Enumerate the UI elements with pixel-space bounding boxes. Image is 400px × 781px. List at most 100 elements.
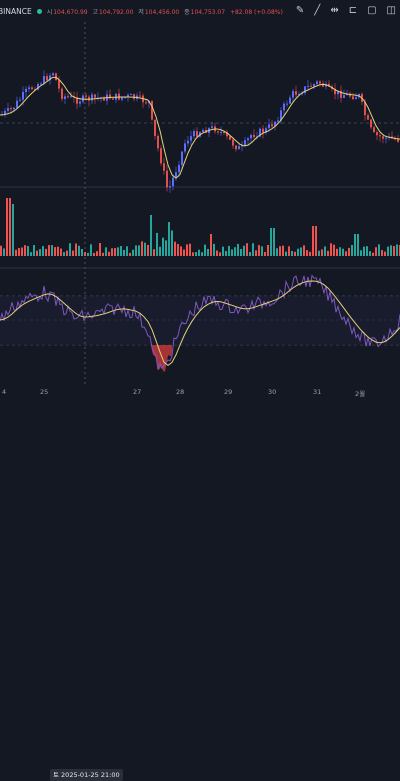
volume-bar xyxy=(198,249,200,256)
candle-body xyxy=(367,115,369,120)
volume-bar xyxy=(114,248,116,256)
volume-bar xyxy=(342,248,344,256)
candle-body xyxy=(181,151,183,165)
candle-body xyxy=(151,100,153,120)
volume-bar xyxy=(21,247,23,256)
oscillator-oversold-fill xyxy=(146,345,172,372)
volume-bar xyxy=(297,248,299,256)
volume-bar xyxy=(183,249,185,256)
candle-body xyxy=(91,94,93,101)
volume-bar xyxy=(135,245,137,256)
volume-bar xyxy=(0,245,2,256)
candle-body xyxy=(58,80,60,89)
volume-bar xyxy=(63,252,65,256)
volume-bar xyxy=(258,245,260,256)
volume-bar xyxy=(39,249,41,256)
candle-body xyxy=(322,83,324,87)
volume-bar xyxy=(108,251,110,256)
candle-body xyxy=(172,177,174,187)
volume-bar xyxy=(291,250,293,256)
zoom-icon[interactable]: ▢ xyxy=(367,5,377,16)
candle-body xyxy=(67,96,69,98)
candle-body xyxy=(202,129,204,133)
candle-body xyxy=(28,87,30,89)
candle-body xyxy=(376,132,378,136)
candle-body xyxy=(274,121,276,127)
volume-bar xyxy=(84,252,86,256)
candle-body xyxy=(55,73,57,81)
volume-bar xyxy=(288,246,290,256)
candle-body xyxy=(292,91,294,98)
volume-bar xyxy=(72,250,74,256)
candle-body xyxy=(328,83,330,87)
candle-body xyxy=(190,136,192,141)
candle-body xyxy=(343,95,345,98)
candle-body xyxy=(154,119,156,136)
candle-body xyxy=(193,131,195,137)
more-icon[interactable]: ◫ xyxy=(386,5,396,16)
candle-body xyxy=(166,170,168,188)
volume-bar xyxy=(324,246,326,256)
draw-icon[interactable]: ✎ xyxy=(295,5,305,16)
candle-body xyxy=(112,98,114,100)
price-chart[interactable] xyxy=(0,0,400,384)
volume-bar xyxy=(303,245,305,256)
volume-bar xyxy=(90,244,92,256)
candle-body xyxy=(283,103,285,111)
volume-bar xyxy=(57,246,59,256)
volume-bar xyxy=(93,252,95,256)
candle-body xyxy=(271,124,273,127)
candle-body xyxy=(133,94,135,99)
volume-bar xyxy=(96,251,98,256)
volume-bar xyxy=(219,252,221,256)
candle-body xyxy=(196,131,198,137)
volume-bar xyxy=(336,248,338,256)
volume-bar xyxy=(207,248,209,256)
candle-body xyxy=(43,76,45,84)
volume-bar xyxy=(27,245,29,256)
volume-bar xyxy=(285,251,287,256)
volume-bar xyxy=(369,251,371,256)
volume-bar xyxy=(177,244,179,256)
volume-bar xyxy=(129,252,131,256)
candle-body xyxy=(364,101,366,116)
volume-bar xyxy=(333,244,335,256)
horizontal-line-icon[interactable]: ⇹ xyxy=(330,5,339,16)
volume-bar xyxy=(6,198,8,256)
candle-body xyxy=(334,88,336,95)
volume-bar xyxy=(51,245,53,256)
candle-body xyxy=(307,85,309,87)
candle-body xyxy=(247,138,249,141)
volume-bar xyxy=(54,247,56,256)
volume-bar xyxy=(252,243,254,256)
volume-bar xyxy=(357,234,359,256)
candle-body xyxy=(157,135,159,149)
measure-icon[interactable]: ⊏ xyxy=(348,5,358,16)
volume-bar xyxy=(321,249,323,256)
candle-body xyxy=(211,126,213,129)
volume-bar xyxy=(270,228,272,256)
volume-bar xyxy=(117,247,119,256)
x-tick: 25 xyxy=(40,388,49,396)
candle-body xyxy=(13,107,15,110)
candle-body xyxy=(238,146,240,150)
line-tool-icon[interactable]: ╱ xyxy=(314,5,321,16)
volume-bar xyxy=(246,243,248,256)
candle-body xyxy=(232,139,234,146)
volume-bar xyxy=(306,250,308,256)
volume-bar xyxy=(141,241,143,256)
volume-bar xyxy=(255,250,257,256)
volume-bar xyxy=(102,252,104,256)
candle-body xyxy=(40,83,42,85)
candle-body xyxy=(10,108,12,110)
volume-bar xyxy=(132,249,134,256)
close-value: 104,753.07 xyxy=(190,8,226,16)
volume-bar xyxy=(267,245,269,256)
candle-body xyxy=(319,81,321,84)
candle-body xyxy=(139,95,141,97)
volume-bar xyxy=(354,234,356,256)
volume-bar xyxy=(150,214,152,256)
x-tick: 31 xyxy=(313,388,322,396)
volume-bar xyxy=(159,246,161,256)
volume-bar xyxy=(381,250,383,256)
